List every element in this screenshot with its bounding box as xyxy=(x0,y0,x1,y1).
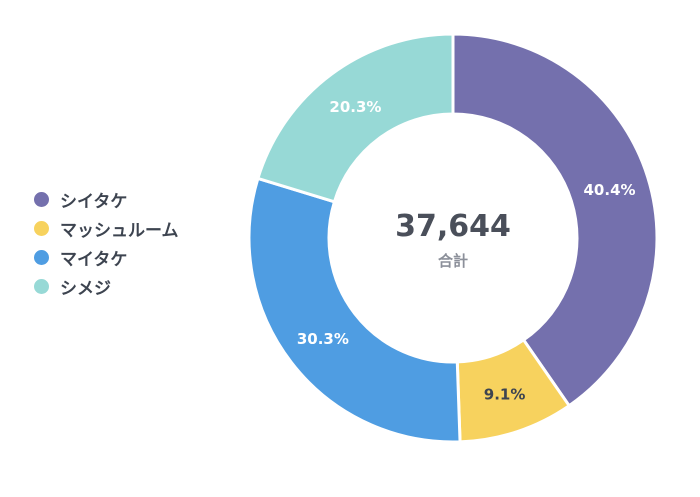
legend-label: マッシュルーム xyxy=(60,221,179,241)
legend-swatch-icon xyxy=(34,192,49,207)
legend-item-maitake[interactable]: マイタケ xyxy=(34,243,179,272)
slice-label-mushroom: 9.1% xyxy=(484,386,526,404)
legend-swatch-icon xyxy=(34,250,49,265)
slices-group xyxy=(247,32,659,444)
legend-item-shiitake[interactable]: シイタケ xyxy=(34,185,179,214)
legend-label: シメジ xyxy=(60,279,111,299)
legend-label: マイタケ xyxy=(60,250,128,270)
slice-label-shimeji: 20.3% xyxy=(329,98,381,116)
slice-shimeji[interactable] xyxy=(256,32,455,204)
center-total-label: 合計 xyxy=(437,252,468,270)
slice-shiitake[interactable] xyxy=(451,32,659,408)
legend-label: シイタケ xyxy=(60,192,128,212)
slice-label-shiitake: 40.4% xyxy=(584,181,636,199)
slice-labels-group: 40.4% 9.1% 30.3% 20.3% xyxy=(297,98,636,403)
legend-item-shimeji[interactable]: シメジ xyxy=(34,272,179,301)
legend-swatch-icon xyxy=(34,279,49,294)
legend: シイタケ マッシュルーム マイタケ シメジ xyxy=(34,185,179,301)
slice-maitake[interactable] xyxy=(247,176,462,444)
legend-item-mushroom[interactable]: マッシュルーム xyxy=(34,214,179,243)
slice-label-maitake: 30.3% xyxy=(297,330,349,348)
center-total: 37,644 xyxy=(395,209,511,244)
legend-swatch-icon xyxy=(34,221,49,236)
